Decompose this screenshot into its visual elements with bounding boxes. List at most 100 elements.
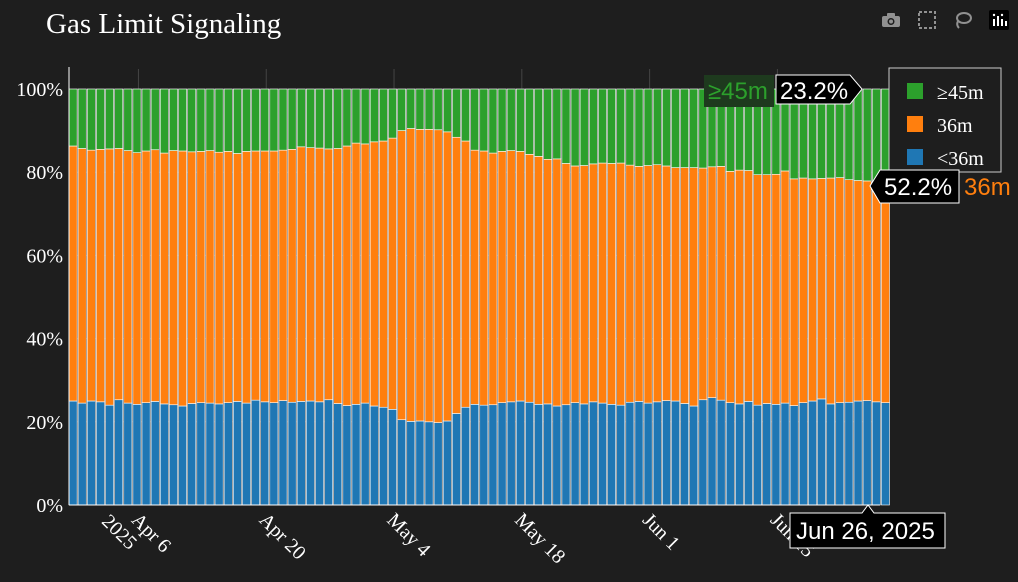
bar-segment[interactable] — [607, 404, 616, 506]
bar-segment[interactable] — [616, 404, 626, 506]
bar-segment[interactable] — [525, 154, 534, 403]
bar-segment[interactable] — [716, 399, 726, 506]
bar-segment[interactable] — [233, 401, 242, 506]
bar-segment[interactable] — [105, 404, 114, 506]
bar-segment[interactable] — [296, 146, 306, 402]
bar-segment[interactable] — [698, 399, 708, 506]
bar-segment[interactable] — [150, 88, 160, 151]
bar-segment[interactable] — [150, 401, 160, 506]
bar-segment[interactable] — [534, 156, 543, 405]
bar-segment[interactable] — [515, 400, 525, 506]
bar-segment[interactable] — [169, 150, 178, 406]
bar-segment[interactable] — [826, 177, 836, 405]
bar-segment[interactable] — [844, 401, 854, 506]
bar-segment[interactable] — [178, 88, 187, 152]
bar-segment[interactable] — [853, 88, 863, 181]
legend-label[interactable]: ≥45m — [937, 82, 984, 104]
bar-segment[interactable] — [406, 88, 416, 129]
bar-segment[interactable] — [96, 149, 105, 403]
bar-segment[interactable] — [579, 165, 589, 405]
bar-segment[interactable] — [735, 169, 744, 405]
bar-segment[interactable] — [552, 88, 562, 160]
bar-segment[interactable] — [77, 148, 87, 404]
bar-segment[interactable] — [579, 88, 589, 166]
bar-segment[interactable] — [561, 404, 571, 506]
lasso-icon[interactable] — [952, 10, 974, 30]
bar-segment[interactable] — [287, 401, 297, 506]
bar-segment[interactable] — [306, 400, 315, 506]
bar-segment[interactable] — [570, 88, 580, 167]
bar-segment[interactable] — [826, 403, 836, 506]
bar-segment[interactable] — [652, 401, 662, 506]
bar-segment[interactable] — [214, 151, 224, 405]
bar-segment[interactable] — [306, 147, 315, 402]
bar-segment[interactable] — [634, 88, 644, 167]
bar-segment[interactable] — [570, 165, 580, 403]
bar-segment[interactable] — [534, 88, 543, 157]
bar-segment[interactable] — [351, 142, 361, 405]
bar-segment[interactable] — [169, 88, 178, 151]
bar-segment[interactable] — [132, 404, 142, 506]
bar-segment[interactable] — [214, 403, 224, 506]
bar-segment[interactable] — [853, 400, 863, 506]
bar-segment[interactable] — [525, 88, 534, 155]
bar-segment[interactable] — [287, 88, 297, 150]
bar-segment[interactable] — [862, 88, 872, 182]
bar-segment[interactable] — [269, 150, 279, 403]
bar-segment[interactable] — [789, 178, 799, 406]
bar-segment[interactable] — [762, 174, 772, 404]
bar-segment[interactable] — [260, 150, 270, 403]
bar-segment[interactable] — [607, 163, 616, 405]
plotly-logo-icon[interactable] — [988, 10, 1010, 30]
bar-segment[interactable] — [561, 163, 571, 406]
bar-segment[interactable] — [269, 88, 279, 152]
bar-segment[interactable] — [871, 88, 881, 183]
bar-segment[interactable] — [360, 402, 370, 506]
bar-segment[interactable] — [789, 405, 799, 506]
bar-segment[interactable] — [150, 149, 160, 402]
bar-segment[interactable] — [479, 88, 489, 152]
bar-segment[interactable] — [141, 88, 151, 152]
bar-segment[interactable] — [388, 137, 397, 410]
bar-segment[interactable] — [488, 404, 498, 506]
bar-segment[interactable] — [342, 145, 352, 406]
bar-segment[interactable] — [588, 88, 598, 165]
bar-segment[interactable] — [77, 402, 87, 506]
bar-segment[interactable] — [616, 162, 626, 406]
bar-segment[interactable] — [105, 88, 114, 150]
bar-segment[interactable] — [625, 88, 635, 166]
bar-segment[interactable] — [671, 167, 680, 402]
bar-segment[interactable] — [324, 148, 334, 401]
bar-segment[interactable] — [808, 178, 817, 402]
bar-segment[interactable] — [552, 158, 562, 407]
bar-segment[interactable] — [169, 404, 178, 506]
bar-segment[interactable] — [178, 405, 187, 506]
bar-segment[interactable] — [798, 402, 808, 506]
bar-segment[interactable] — [862, 180, 872, 401]
bar-segment[interactable] — [223, 402, 233, 506]
bar-segment[interactable] — [689, 167, 699, 407]
camera-icon[interactable] — [880, 10, 902, 30]
bar-segment[interactable] — [497, 151, 507, 403]
bar-segment[interactable] — [333, 148, 343, 404]
bar-segment[interactable] — [588, 401, 598, 506]
bar-segment[interactable] — [333, 88, 343, 149]
bar-segment[interactable] — [196, 151, 206, 403]
bar-segment[interactable] — [506, 401, 516, 506]
bar-segment[interactable] — [461, 406, 470, 506]
bar-segment[interactable] — [388, 409, 397, 506]
bar-segment[interactable] — [470, 149, 480, 405]
bar-segment[interactable] — [397, 88, 407, 131]
bar-segment[interactable] — [296, 88, 306, 148]
bar-segment[interactable] — [114, 88, 124, 149]
bar-segment[interactable] — [515, 151, 525, 402]
bar-segment[interactable] — [360, 143, 370, 404]
bar-segment[interactable] — [205, 150, 215, 404]
bar-segment[interactable] — [625, 164, 635, 403]
bar-segment[interactable] — [196, 88, 206, 152]
bar-segment[interactable] — [881, 185, 890, 403]
bar-segment[interactable] — [497, 88, 507, 152]
bar-segment[interactable] — [661, 400, 671, 506]
bar-segment[interactable] — [433, 129, 443, 423]
